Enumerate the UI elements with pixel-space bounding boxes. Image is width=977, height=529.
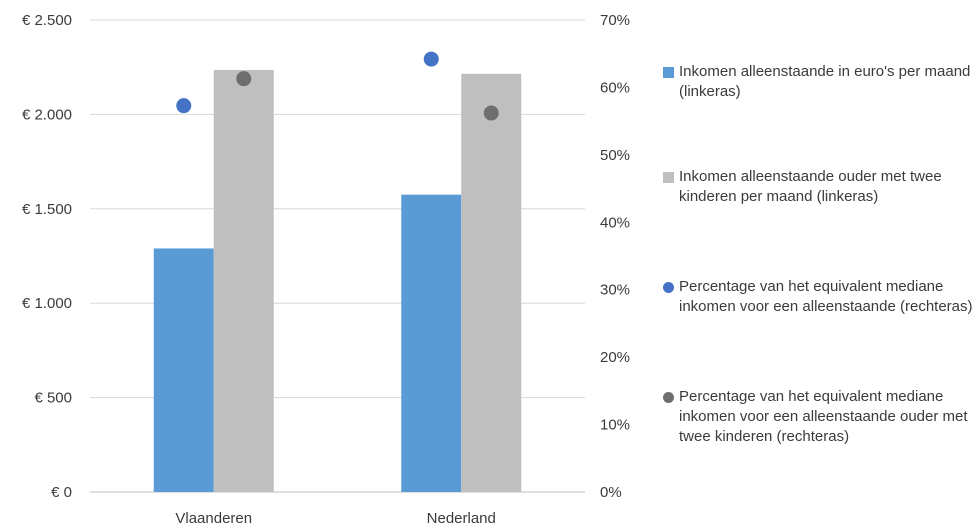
left-axis: € 0 € 500 € 1.000 € 1.500 € 2.000 € 2.500 <box>22 12 72 501</box>
left-tick-label: € 2.500 <box>22 12 72 29</box>
right-tick-label: 20% <box>600 349 630 366</box>
legend-marker <box>663 282 674 293</box>
right-tick-label: 70% <box>600 12 630 29</box>
left-tick-label: € 1.500 <box>22 201 72 218</box>
legend-label: Inkomen alleenstaande ouder met twee kin… <box>679 168 942 205</box>
legend-marker <box>663 392 674 403</box>
bar <box>401 194 462 492</box>
legend-label: Percentage van het equivalent mediane in… <box>679 278 973 315</box>
category-label: Vlaanderen <box>175 510 252 527</box>
point <box>176 98 192 114</box>
legend-marker <box>663 172 674 183</box>
bars <box>153 70 522 493</box>
category-label: Nederland <box>427 510 496 527</box>
legend-marker <box>663 67 674 78</box>
legend-item: Inkomen alleenstaande in euro's per maan… <box>663 62 973 102</box>
legend-item: Percentage van het equivalent mediane in… <box>663 387 973 447</box>
right-tick-label: 0% <box>600 484 622 501</box>
right-tick-label: 10% <box>600 417 630 434</box>
left-tick-label: € 500 <box>34 390 72 407</box>
point <box>423 51 439 67</box>
bar <box>213 70 274 493</box>
right-tick-label: 30% <box>600 282 630 299</box>
point <box>483 105 499 121</box>
point <box>236 71 252 87</box>
left-tick-label: € 1.000 <box>22 295 72 312</box>
points <box>176 51 499 121</box>
category-axis: Vlaanderen Nederland <box>175 510 495 527</box>
left-tick-label: € 2.000 <box>22 106 72 123</box>
legend-item: Inkomen alleenstaande ouder met twee kin… <box>663 167 973 207</box>
bar <box>153 248 214 492</box>
right-axis: 0% 10% 20% 30% 40% 50% 60% 70% <box>600 12 630 501</box>
right-tick-label: 60% <box>600 79 630 96</box>
right-tick-label: 50% <box>600 147 630 164</box>
bar <box>461 73 522 493</box>
legend-label: Percentage van het equivalent mediane in… <box>679 388 968 445</box>
right-tick-label: 40% <box>600 214 630 231</box>
left-tick-label: € 0 <box>51 484 72 501</box>
legend-item: Percentage van het equivalent mediane in… <box>663 277 973 317</box>
legend-label: Inkomen alleenstaande in euro's per maan… <box>679 63 971 100</box>
